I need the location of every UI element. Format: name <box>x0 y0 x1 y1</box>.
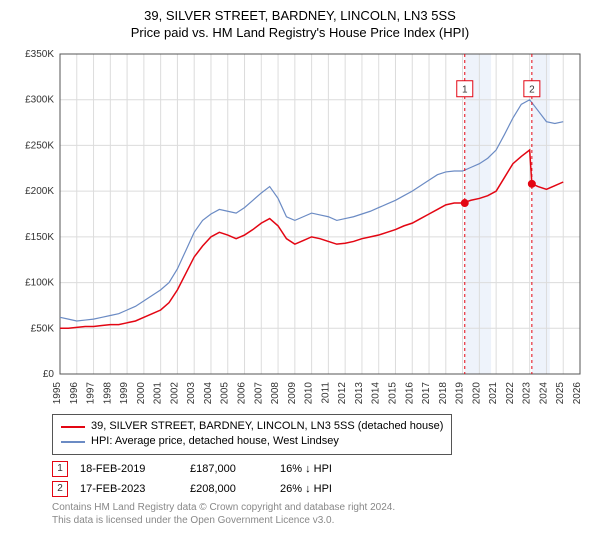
x-tick-label: 2018 <box>438 382 449 405</box>
x-tick-label: 2001 <box>153 382 164 405</box>
events-table: 1 18-FEB-2019£187,00016% ↓ HPI 2 17-FEB-202… <box>52 461 588 497</box>
chart-subtitle: Price paid vs. HM Land Registry's House … <box>12 25 588 40</box>
x-tick-label: 2000 <box>136 382 147 405</box>
marker-dot <box>461 199 469 207</box>
x-tick-label: 1997 <box>86 382 97 405</box>
x-tick-label: 1995 <box>52 382 63 405</box>
y-tick-label: £100K <box>25 278 54 289</box>
x-tick-label: 2011 <box>320 382 331 404</box>
chart-container: 39, SILVER STREET, BARDNEY, LINCOLN, LN3… <box>0 0 600 535</box>
legend-swatch <box>61 441 85 443</box>
chart-title: 39, SILVER STREET, BARDNEY, LINCOLN, LN3… <box>12 8 588 23</box>
footer-line2: This data is licensed under the Open Gov… <box>52 514 588 527</box>
x-tick-label: 2025 <box>555 382 566 405</box>
x-tick-label: 2007 <box>253 382 264 405</box>
x-tick-label: 2006 <box>237 382 248 405</box>
highlight-band <box>532 54 550 374</box>
x-tick-label: 2012 <box>337 382 348 405</box>
event-price: £187,000 <box>190 463 280 475</box>
x-tick-label: 2021 <box>488 382 499 405</box>
x-tick-label: 2010 <box>304 382 315 405</box>
y-tick-label: £200K <box>25 186 54 197</box>
x-tick-label: 1998 <box>102 382 113 405</box>
legend-label: HPI: Average price, detached house, West… <box>91 434 339 449</box>
y-tick-label: £50K <box>31 323 55 334</box>
x-tick-label: 2004 <box>203 382 214 405</box>
marker-dot <box>528 180 536 188</box>
x-tick-label: 2017 <box>421 382 432 405</box>
chart-svg: £0 £50K £100K £150K £200K £250K £300K £350K 1995… <box>12 46 588 406</box>
y-tick-label: £150K <box>25 232 54 243</box>
x-tick-label: 2019 <box>455 382 466 405</box>
plot-border <box>60 54 580 374</box>
x-tick-label: 2008 <box>270 382 281 405</box>
x-tick-label: 2015 <box>387 382 398 405</box>
legend-row: HPI: Average price, detached house, West… <box>61 434 443 449</box>
chart-area: £0 £50K £100K £150K £200K £250K £300K £350K 1995… <box>12 46 588 406</box>
legend-box: 39, SILVER STREET, BARDNEY, LINCOLN, LN3… <box>52 414 452 455</box>
x-tick-label: 2013 <box>354 382 365 405</box>
x-tick-label: 2026 <box>572 382 583 405</box>
event-delta: 16% ↓ HPI <box>280 463 370 475</box>
legend-row: 39, SILVER STREET, BARDNEY, LINCOLN, LN3… <box>61 419 443 434</box>
event-date: 18-FEB-2019 <box>80 463 190 475</box>
event-date: 17-FEB-2023 <box>80 483 190 495</box>
x-tick-label: 2002 <box>169 382 180 405</box>
x-tick-label: 2016 <box>404 382 415 405</box>
footer: Contains HM Land Registry data © Crown c… <box>52 501 588 527</box>
x-tick-label: 2022 <box>505 382 516 405</box>
x-tick-label: 2003 <box>186 382 197 405</box>
legend-swatch <box>61 426 85 428</box>
y-tick-label: £0 <box>43 369 55 380</box>
x-tick-label: 2005 <box>220 382 231 405</box>
x-tick-label: 2009 <box>287 382 298 405</box>
event-row: 1 18-FEB-2019£187,00016% ↓ HPI <box>52 461 588 477</box>
event-price: £208,000 <box>190 483 280 495</box>
y-tick-label: £300K <box>25 95 54 106</box>
event-delta: 26% ↓ HPI <box>280 483 370 495</box>
y-tick-label: £350K <box>25 49 54 60</box>
x-tick-label: 1996 <box>69 382 80 405</box>
x-tick-label: 2023 <box>522 382 533 405</box>
x-tick-label: 2024 <box>538 382 549 405</box>
x-tick-label: 1999 <box>119 382 130 405</box>
marker-badge-text: 1 <box>462 85 468 96</box>
highlight-band <box>465 54 491 374</box>
footer-line1: Contains HM Land Registry data © Crown c… <box>52 501 588 514</box>
event-row: 2 17-FEB-2023£208,00026% ↓ HPI <box>52 481 588 497</box>
x-tick-label: 2020 <box>471 382 482 405</box>
legend-label: 39, SILVER STREET, BARDNEY, LINCOLN, LN3… <box>91 419 443 434</box>
event-badge: 2 <box>52 481 68 497</box>
event-badge: 1 <box>52 461 68 477</box>
y-tick-label: £250K <box>25 140 54 151</box>
marker-badge-text: 2 <box>529 85 535 96</box>
x-tick-label: 2014 <box>371 382 382 405</box>
